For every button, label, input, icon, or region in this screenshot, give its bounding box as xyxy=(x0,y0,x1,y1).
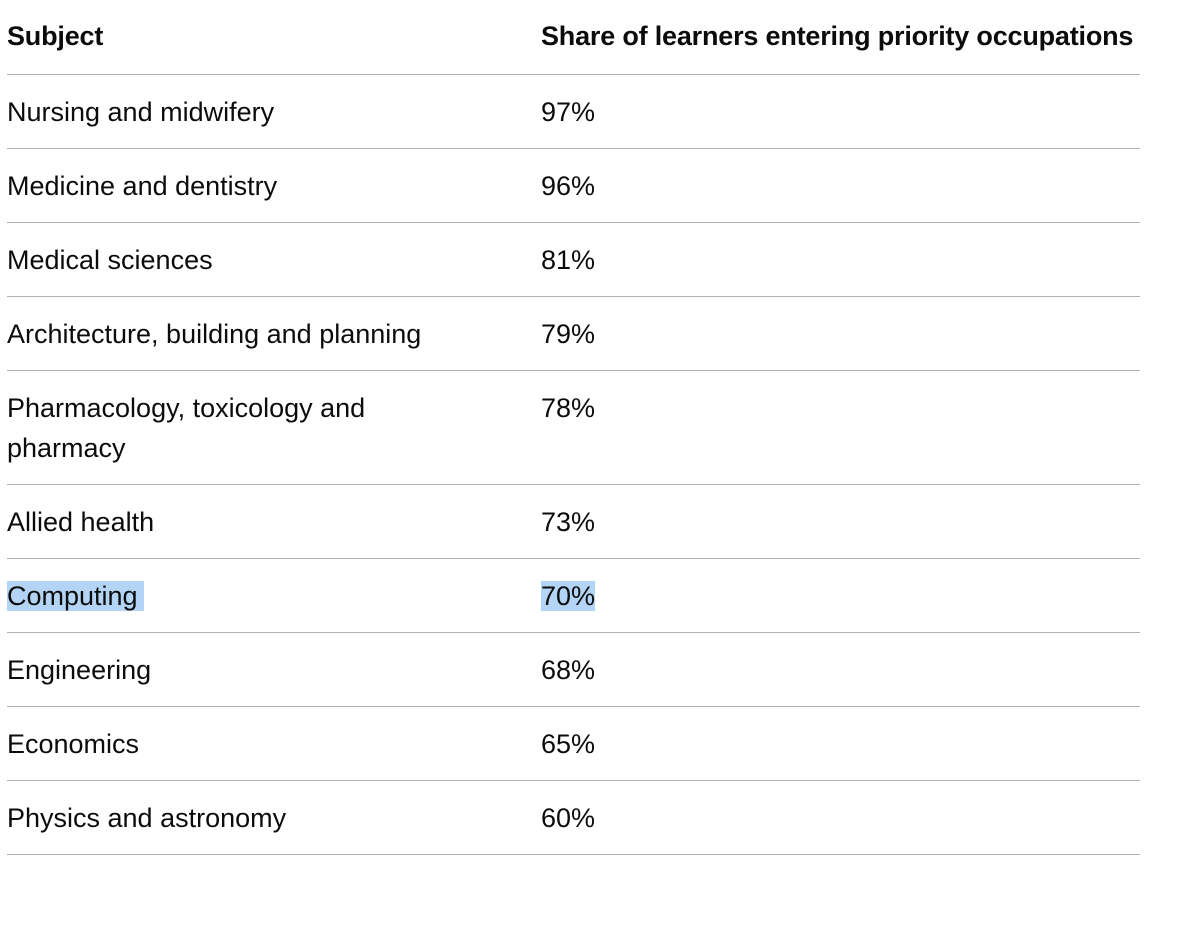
subject-text: Medicine and dentistry xyxy=(7,171,278,201)
share-text: 78% xyxy=(541,393,596,423)
table-row: Economics 65% xyxy=(7,706,1140,781)
cell-share: 96% xyxy=(541,148,1140,223)
share-text: 65% xyxy=(541,729,596,759)
cell-share: 81% xyxy=(541,222,1140,297)
table-row: Engineering 68% xyxy=(7,632,1140,707)
subject-text: Architecture, building and planning xyxy=(7,319,422,349)
header-share: Share of learners entering priority occu… xyxy=(541,0,1140,75)
cell-subject: Allied health xyxy=(7,484,541,559)
share-text: 97% xyxy=(541,97,596,127)
cell-share: 78% xyxy=(541,370,1140,485)
share-text: 96% xyxy=(541,171,596,201)
table-row-selected: Computing 70% xyxy=(7,558,1140,633)
cell-subject: Pharmacology, toxicology and pharmacy xyxy=(7,370,541,485)
cell-share: 79% xyxy=(541,296,1140,371)
subject-text: Allied health xyxy=(7,507,155,537)
cell-share: 73% xyxy=(541,484,1140,559)
subject-text: Economics xyxy=(7,729,140,759)
subject-text: Engineering xyxy=(7,655,152,685)
cell-share: 70% xyxy=(541,558,1140,633)
share-text: 81% xyxy=(541,245,596,275)
cell-subject: Architecture, building and planning xyxy=(7,296,541,371)
cell-share: 65% xyxy=(541,706,1140,781)
subject-text-highlighted: Computing xyxy=(7,581,144,611)
cell-subject: Nursing and midwifery xyxy=(7,74,541,149)
table-row: Architecture, building and planning 79% xyxy=(7,296,1140,371)
cell-subject: Economics xyxy=(7,706,541,781)
subject-text: Pharmacology, toxicology and pharmacy xyxy=(7,393,366,463)
table-header: Subject Share of learners entering prior… xyxy=(7,0,1140,75)
table-row: Nursing and midwifery 97% xyxy=(7,74,1140,149)
subject-text: Physics and astronomy xyxy=(7,803,287,833)
subject-text: Medical sciences xyxy=(7,245,213,275)
header-subject: Subject xyxy=(7,0,541,75)
share-text: 79% xyxy=(541,319,596,349)
header-row: Subject Share of learners entering prior… xyxy=(7,0,1140,75)
data-table-container: Subject Share of learners entering prior… xyxy=(7,0,1140,855)
cell-share: 60% xyxy=(541,780,1140,855)
table-row: Medical sciences 81% xyxy=(7,222,1140,297)
table-row: Physics and astronomy 60% xyxy=(7,780,1140,855)
share-text: 60% xyxy=(541,803,596,833)
share-text: 68% xyxy=(541,655,596,685)
cell-subject: Medicine and dentistry xyxy=(7,148,541,223)
cell-subject: Computing xyxy=(7,558,541,633)
cell-subject: Physics and astronomy xyxy=(7,780,541,855)
subject-text: Nursing and midwifery xyxy=(7,97,275,127)
share-text: 73% xyxy=(541,507,596,537)
cell-share: 68% xyxy=(541,632,1140,707)
table-row: Allied health 73% xyxy=(7,484,1140,559)
table-row: Pharmacology, toxicology and pharmacy 78… xyxy=(7,370,1140,485)
cell-subject: Engineering xyxy=(7,632,541,707)
cell-share: 97% xyxy=(541,74,1140,149)
table-row: Medicine and dentistry 96% xyxy=(7,148,1140,223)
cell-subject: Medical sciences xyxy=(7,222,541,297)
table-body: Nursing and midwifery 97% Medicine and d… xyxy=(7,74,1140,855)
priority-occupations-table: Subject Share of learners entering prior… xyxy=(7,0,1140,855)
share-text-highlighted: 70% xyxy=(541,581,596,611)
